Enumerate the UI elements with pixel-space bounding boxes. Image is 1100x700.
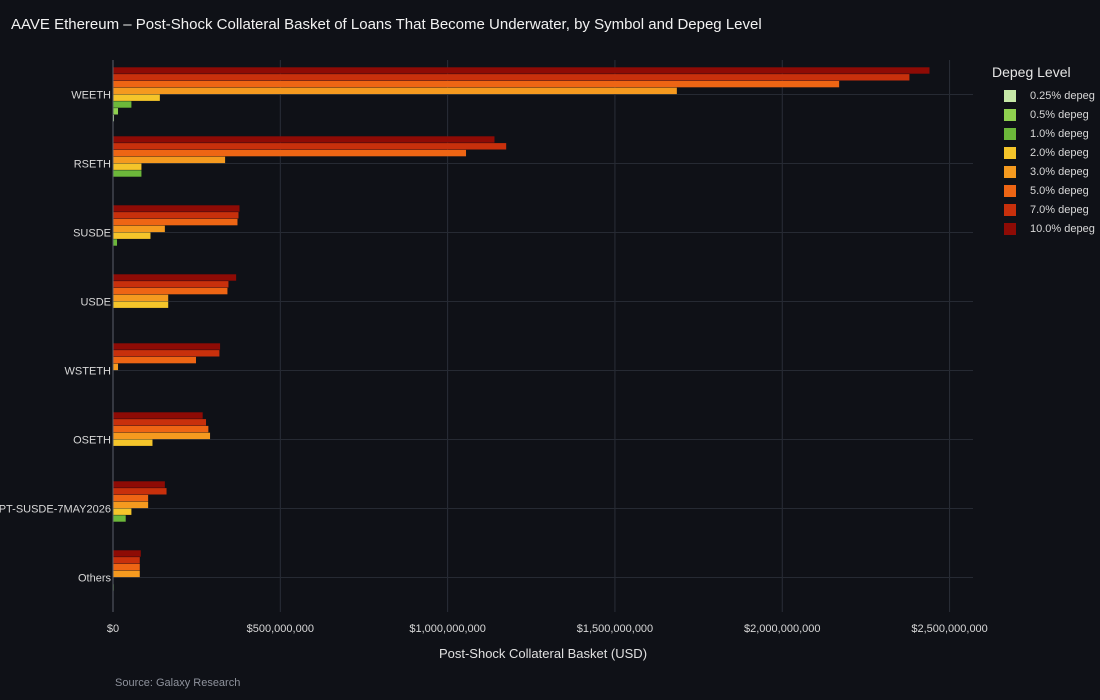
legend-item[interactable]: 0.5% depeg [992, 105, 1095, 124]
bar [113, 432, 211, 440]
legend-swatch [1004, 165, 1016, 178]
chart-title: AAVE Ethereum – Post-Shock Collateral Ba… [11, 16, 762, 33]
x-tick-label: $1,500,000,000 [577, 623, 653, 635]
legend-label: 5.0% depeg [1030, 184, 1089, 197]
bar [113, 212, 239, 219]
bar [113, 294, 169, 302]
bar [113, 101, 132, 108]
bar [113, 163, 142, 170]
bar [113, 87, 677, 95]
category-label: WEETH [71, 90, 111, 102]
bar [113, 557, 140, 564]
bar [113, 508, 132, 515]
category-label: Others [78, 573, 112, 585]
category-label: RSETH [74, 159, 111, 171]
bar [113, 205, 240, 212]
bar [113, 287, 228, 295]
legend-title: Depeg Level [992, 64, 1071, 80]
x-tick-label: $500,000,000 [247, 623, 314, 635]
bar [113, 94, 160, 101]
x-tick-label: $2,500,000,000 [911, 623, 987, 635]
bar [113, 488, 167, 495]
source-note: Source: Galaxy Research [115, 677, 241, 689]
bar [113, 301, 169, 308]
legend-label: 1.0% depeg [1030, 127, 1089, 140]
bar [113, 156, 226, 164]
bar [113, 494, 149, 502]
legend-label: 0.5% depeg [1030, 108, 1089, 121]
bar [113, 343, 221, 350]
legend-item[interactable]: 0.25% depeg [992, 86, 1095, 105]
legend-swatch [1004, 127, 1016, 140]
legend-item[interactable]: 7.0% depeg [992, 200, 1095, 219]
legend-label: 7.0% depeg [1030, 203, 1089, 216]
bar [113, 501, 149, 509]
bar [113, 67, 930, 74]
bar [113, 563, 140, 571]
bar [113, 108, 119, 115]
legend: Depeg Level 0.25% depeg 0.5% depeg 1.0% de… [992, 64, 1095, 238]
legend-label: 0.25% depeg [1030, 89, 1095, 102]
bar [113, 232, 151, 239]
bar [113, 80, 840, 88]
bar [113, 239, 118, 246]
legend-items: 0.25% depeg 0.5% depeg 1.0% depeg 2.0% depe… [992, 86, 1095, 238]
legend-swatch [1004, 89, 1016, 102]
legend-swatch [1004, 203, 1016, 216]
legend-item[interactable]: 3.0% depeg [992, 162, 1095, 181]
bar [113, 274, 237, 281]
bar [113, 149, 467, 157]
bar [113, 363, 119, 371]
legend-swatch [1004, 184, 1016, 197]
bar [113, 412, 203, 419]
legend-item[interactable]: 10.0% depeg [992, 219, 1095, 238]
category-label: OSETH [73, 435, 111, 447]
bar [113, 419, 207, 426]
bar [113, 439, 153, 446]
bar [113, 550, 141, 557]
bar [113, 425, 209, 433]
bar [113, 114, 115, 122]
bar [113, 136, 495, 143]
legend-item[interactable]: 1.0% depeg [992, 124, 1095, 143]
category-label: WSTETH [65, 366, 111, 378]
bar [113, 218, 238, 226]
legend-label: 2.0% depeg [1030, 146, 1089, 159]
x-tick-label: $2,000,000,000 [744, 623, 820, 635]
category-label: SUSDE [73, 228, 111, 240]
legend-label: 10.0% depeg [1030, 222, 1095, 235]
bar [113, 225, 165, 233]
bar [113, 515, 126, 522]
category-label: USDE [80, 297, 111, 309]
bar [113, 143, 507, 150]
bar [113, 74, 910, 81]
legend-label: 3.0% depeg [1030, 165, 1089, 178]
bar [113, 356, 196, 364]
x-tick-label: $1,000,000,000 [409, 623, 485, 635]
legend-swatch [1004, 222, 1016, 235]
bar [113, 570, 140, 578]
legend-swatch [1004, 108, 1016, 121]
legend-item[interactable]: 2.0% depeg [992, 143, 1095, 162]
bar [113, 281, 229, 288]
bar [113, 481, 165, 488]
legend-swatch [1004, 146, 1016, 159]
legend-item[interactable]: 5.0% depeg [992, 181, 1095, 200]
x-tick-label: $0 [107, 623, 119, 635]
category-label: PT-SUSDE-7MAY2026 [0, 504, 111, 516]
bar [113, 350, 220, 357]
x-axis-title: Post-Shock Collateral Basket (USD) [439, 646, 647, 661]
bar [113, 170, 142, 177]
